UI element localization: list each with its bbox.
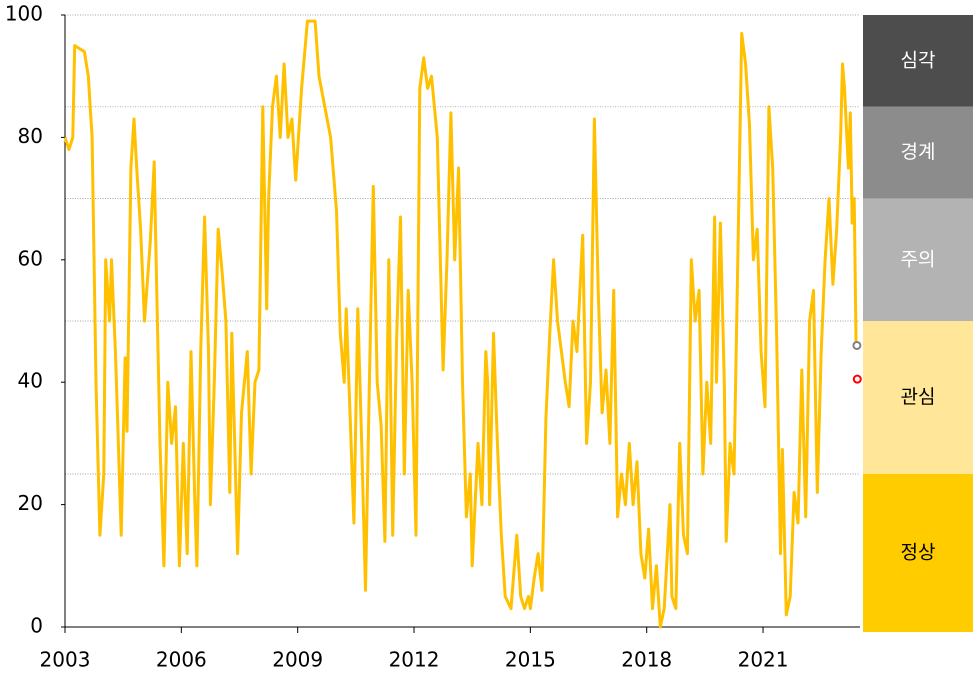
y-tick-label: 80 [18,124,43,148]
y-tick-label: 20 [18,491,43,515]
y-tick-label: 0 [30,614,43,638]
band-label: 관심 [901,386,936,408]
band [863,106,973,199]
y-tick-label: 100 [5,2,43,26]
x-tick-label: 2018 [621,648,672,672]
x-tick-label: 2015 [505,648,556,672]
end-marker [852,374,862,384]
band-label: 정상 [901,542,936,564]
data-line [63,19,858,629]
x-tick-label: 2012 [389,648,440,672]
x-tick-label: 2009 [272,648,323,672]
band [863,474,973,632]
end-marker [852,340,862,350]
band [863,198,973,321]
y-tick-label: 40 [18,369,43,393]
band-label: 심각 [901,49,936,71]
y-tick-label: 60 [18,246,43,270]
band-label: 주의 [901,248,936,270]
x-tick-label: 2006 [156,648,207,672]
x-tick-label: 2021 [738,648,789,672]
band [863,321,973,474]
band-label: 경계 [901,141,936,163]
x-tick-label: 2003 [40,648,91,672]
band [863,15,973,107]
